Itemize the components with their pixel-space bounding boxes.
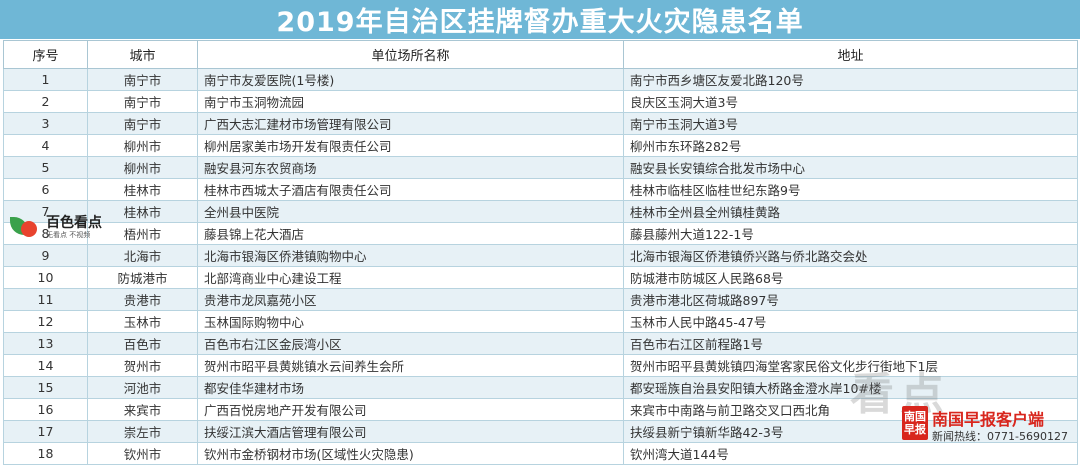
table-row: 17 崇左市 扶绥江滨大酒店管理有限公司 扶绥县新宁镇新华路42-3号 <box>3 420 1078 443</box>
cell-unit: 南宁市友爱医院(1号楼) <box>197 68 624 91</box>
cell-city: 南宁市 <box>87 68 198 91</box>
cell-no: 13 <box>3 332 88 355</box>
cell-no: 9 <box>3 244 88 267</box>
cell-address: 南宁市玉洞大道3号 <box>623 112 1078 135</box>
cell-city: 防城港市 <box>87 266 198 289</box>
cell-unit: 广西大志汇建材市场管理有限公司 <box>197 112 624 135</box>
cell-no: 17 <box>3 420 88 443</box>
cell-unit: 广西百悦房地产开发有限公司 <box>197 398 624 421</box>
cell-address: 融安县长安镇综合批发市场中心 <box>623 156 1078 179</box>
table-row: 2 南宁市 南宁市玉洞物流园 良庆区玉洞大道3号 <box>3 90 1078 113</box>
news-hotline: 新闻热线：0771-5690127 <box>932 430 1068 443</box>
app-name: 南国早报客户端 <box>932 410 1045 429</box>
cell-city: 南宁市 <box>87 90 198 113</box>
cell-city: 来宾市 <box>87 398 198 421</box>
cell-no: 5 <box>3 156 88 179</box>
cell-address: 桂林市临桂区临桂世纪东路9号 <box>623 178 1078 201</box>
cell-no: 12 <box>3 310 88 333</box>
cell-no: 2 <box>3 90 88 113</box>
table-row: 7 桂林市 全州县中医院 桂林市全州县全州镇桂黄路 <box>3 200 1078 223</box>
cell-address: 来宾市中南路与前卫路交叉口西北角 <box>623 398 1078 421</box>
table-row: 1 南宁市 南宁市友爱医院(1号楼) 南宁市西乡塘区友爱北路120号 <box>3 68 1078 91</box>
cell-city: 百色市 <box>87 332 198 355</box>
cell-address: 藤县藤州大道122-1号 <box>623 222 1078 245</box>
cell-city: 柳州市 <box>87 156 198 179</box>
cell-city: 崇左市 <box>87 420 198 443</box>
ghost-watermark-text: 看点 <box>850 369 950 420</box>
table-row: 9 北海市 北海市银海区侨港镇购物中心 北海市银海区侨港镇侨兴路与侨北路交会处 <box>3 244 1078 267</box>
cell-no: 1 <box>3 68 88 91</box>
logo-icon <box>10 215 44 239</box>
cell-unit: 北海市银海区侨港镇购物中心 <box>197 244 624 267</box>
cell-unit: 玉林国际购物中心 <box>197 310 624 333</box>
cell-address: 良庆区玉洞大道3号 <box>623 90 1078 113</box>
table-row: 16 来宾市 广西百悦房地产开发有限公司 来宾市中南路与前卫路交叉口西北角 <box>3 398 1078 421</box>
baise-kandian-logo: 百色看点 无看点 不视频 <box>10 212 122 242</box>
cell-unit: 融安县河东农贸商场 <box>197 156 624 179</box>
page-title: 2019年自治区挂牌督办重大火灾隐患名单 <box>276 7 804 38</box>
cell-unit: 北部湾商业中心建设工程 <box>197 266 624 289</box>
cell-unit: 全州县中医院 <box>197 200 624 223</box>
cell-no: 14 <box>3 354 88 377</box>
cell-address: 防城港市防城区人民路68号 <box>623 266 1078 289</box>
cell-no: 11 <box>3 288 88 311</box>
cell-city: 贺州市 <box>87 354 198 377</box>
cell-no: 4 <box>3 134 88 157</box>
cell-city: 钦州市 <box>87 442 198 465</box>
newspaper-badge-icon: 南国早报 <box>902 406 928 440</box>
cell-no: 18 <box>3 442 88 465</box>
column-header-city: 城市 <box>87 40 198 69</box>
cell-no: 3 <box>3 112 88 135</box>
table-row: 6 桂林市 桂林市西城太子酒店有限责任公司 桂林市临桂区临桂世纪东路9号 <box>3 178 1078 201</box>
cell-unit: 藤县锦上花大酒店 <box>197 222 624 245</box>
logo-name: 百色看点 <box>46 214 102 231</box>
table-row: 12 玉林市 玉林国际购物中心 玉林市人民中路45-47号 <box>3 310 1078 333</box>
cell-unit: 贺州市昭平县黄姚镇水云间养生会所 <box>197 354 624 377</box>
table-row: 4 柳州市 柳州居家美市场开发有限责任公司 柳州市东环路282号 <box>3 134 1078 157</box>
table-row: 8 梧州市 藤县锦上花大酒店 藤县藤州大道122-1号 <box>3 222 1078 245</box>
table-row: 15 河池市 都安佳华建材市场 都安瑶族自治县安阳镇大桥路金澄水岸10#楼 <box>3 376 1078 399</box>
column-header-no: 序号 <box>3 40 88 69</box>
cell-city: 玉林市 <box>87 310 198 333</box>
table-row: 10 防城港市 北部湾商业中心建设工程 防城港市防城区人民路68号 <box>3 266 1078 289</box>
cell-address: 贵港市港北区荷城路897号 <box>623 288 1078 311</box>
cell-unit: 钦州市金桥钢材市场(区域性火灾隐患) <box>197 442 624 465</box>
cell-unit: 桂林市西城太子酒店有限责任公司 <box>197 178 624 201</box>
cell-unit: 南宁市玉洞物流园 <box>197 90 624 113</box>
cell-unit: 扶绥江滨大酒店管理有限公司 <box>197 420 624 443</box>
table-row: 3 南宁市 广西大志汇建材市场管理有限公司 南宁市玉洞大道3号 <box>3 112 1078 135</box>
nanguo-zaobao-watermark: 看点 南国早报 南国早报客户端 新闻热线：0771-5690127 <box>830 350 1080 451</box>
cell-address: 百色市右江区前程路1号 <box>623 332 1078 355</box>
column-header-address: 地址 <box>623 40 1078 69</box>
cell-unit: 贵港市龙凤嘉苑小区 <box>197 288 624 311</box>
table-header-row: 序号 城市 单位场所名称 地址 <box>3 40 1078 69</box>
cell-city: 河池市 <box>87 376 198 399</box>
logo-slogan: 无看点 不视频 <box>46 230 91 239</box>
cell-city: 贵港市 <box>87 288 198 311</box>
cell-city: 南宁市 <box>87 112 198 135</box>
cell-address: 贺州市昭平县黄姚镇四海堂客家民俗文化步行街地下1层 <box>623 354 1078 377</box>
table-row: 14 贺州市 贺州市昭平县黄姚镇水云间养生会所 贺州市昭平县黄姚镇四海堂客家民俗文化步… <box>3 354 1078 377</box>
cell-unit: 都安佳华建材市场 <box>197 376 624 399</box>
cell-address: 柳州市东环路282号 <box>623 134 1078 157</box>
hazard-table: 序号 城市 单位场所名称 地址 1 南宁市 南宁市友爱医院(1号楼) 南宁市西乡塘区友… <box>3 40 1078 465</box>
cell-unit: 柳州居家美市场开发有限责任公司 <box>197 134 624 157</box>
title-bar: 2019年自治区挂牌督办重大火灾隐患名单 <box>0 0 1080 39</box>
cell-no: 16 <box>3 398 88 421</box>
cell-no: 15 <box>3 376 88 399</box>
table-row: 11 贵港市 贵港市龙凤嘉苑小区 贵港市港北区荷城路897号 <box>3 288 1078 311</box>
cell-city: 桂林市 <box>87 178 198 201</box>
table-row: 5 柳州市 融安县河东农贸商场 融安县长安镇综合批发市场中心 <box>3 156 1078 179</box>
cell-city: 北海市 <box>87 244 198 267</box>
cell-address: 南宁市西乡塘区友爱北路120号 <box>623 68 1078 91</box>
column-header-unit: 单位场所名称 <box>197 40 624 69</box>
cell-city: 柳州市 <box>87 134 198 157</box>
cell-city: 梧州市 <box>87 222 198 245</box>
cell-address: 北海市银海区侨港镇侨兴路与侨北路交会处 <box>623 244 1078 267</box>
cell-no: 10 <box>3 266 88 289</box>
cell-address: 玉林市人民中路45-47号 <box>623 310 1078 333</box>
cell-unit: 百色市右江区金辰湾小区 <box>197 332 624 355</box>
cell-address: 桂林市全州县全州镇桂黄路 <box>623 200 1078 223</box>
cell-no: 6 <box>3 178 88 201</box>
